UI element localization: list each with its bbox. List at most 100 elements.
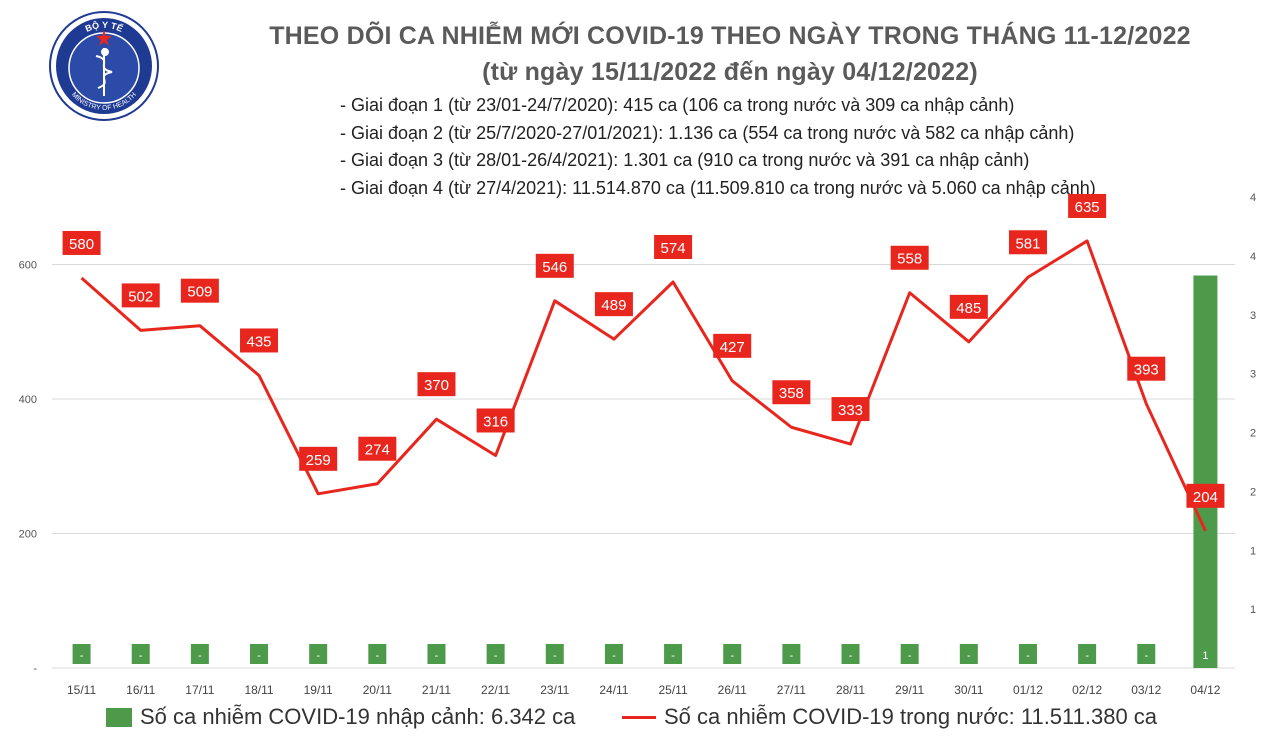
stage-summary-list: - Giai đoạn 1 (từ 23/01-24/7/2020): 415 … <box>340 92 1096 202</box>
bar-label: - <box>80 650 84 662</box>
bar-label: - <box>139 650 143 662</box>
stage-item: - Giai đoạn 1 (từ 23/01-24/7/2020): 415 … <box>340 95 1015 115</box>
line-label-box <box>772 380 811 405</box>
line-data-label: 435 <box>247 333 272 350</box>
bar-label: - <box>316 650 320 662</box>
legend-label-domestic: Số ca nhiễm COVID-19 trong nước: 11.511.… <box>664 704 1158 729</box>
x-tick-label: 03/12 <box>1131 683 1161 697</box>
x-tick-label: 02/12 <box>1072 683 1102 697</box>
line-data-label: 316 <box>483 413 508 430</box>
line-data-label: 580 <box>69 236 94 253</box>
bar-label: - <box>257 650 261 662</box>
svg-text:BỘ Y TẾ: BỘ Y TẾ <box>84 19 125 34</box>
line-label-box <box>299 446 338 471</box>
x-tick-label: 24/11 <box>599 683 628 697</box>
right-tick-label: 3 <box>1250 369 1256 381</box>
x-tick-label: 30/11 <box>954 683 983 697</box>
caduceus-icon <box>95 48 113 96</box>
line-label-box <box>358 436 397 461</box>
bar-label-box <box>131 644 150 664</box>
line-label-box <box>240 328 279 353</box>
line-data-label: 581 <box>1015 235 1040 252</box>
x-tick-label: 17/11 <box>185 683 214 697</box>
line-data-label: 259 <box>306 452 331 469</box>
line-data-label: 558 <box>897 251 922 268</box>
right-tick-label: 1 <box>1250 545 1256 557</box>
legend-item-domestic: Số ca nhiễm COVID-19 trong nước: 11.511.… <box>622 704 1157 730</box>
bar-label: - <box>375 650 379 662</box>
left-tick-label: 600 <box>19 260 37 272</box>
x-tick-label: 01/12 <box>1013 683 1043 697</box>
line-label-box <box>831 397 870 422</box>
right-tick-label: 4 <box>1250 251 1256 263</box>
bar-label-box <box>1137 644 1156 664</box>
chart-subtitle: (từ ngày 15/11/2022 đến ngày 04/12/2022) <box>482 58 978 86</box>
x-tick-label: 26/11 <box>718 683 747 697</box>
bar-label: - <box>198 650 202 662</box>
bar-label: - <box>553 650 557 662</box>
line-label-box <box>1068 193 1107 218</box>
right-tick-label: 4 <box>1250 192 1256 204</box>
chart-title: THEO DÕI CA NHIỄM MỚI COVID-19 THEO NGÀY… <box>269 22 1191 50</box>
line-label-box <box>713 333 752 358</box>
line-data-label: 635 <box>1075 199 1100 216</box>
star-icon <box>96 30 112 46</box>
legend-label-imported: Số ca nhiễm COVID-19 nhập cảnh: 6.342 ca <box>140 704 576 729</box>
line-label-box <box>180 278 219 303</box>
left-tick-label: 200 <box>19 529 37 541</box>
right-tick-label: 1 <box>1250 604 1256 616</box>
line-label-box <box>949 294 988 319</box>
line-data-label: 427 <box>720 339 745 356</box>
bar-label-box <box>309 644 328 664</box>
left-tick-label: 400 <box>19 394 37 406</box>
bar-label: - <box>790 650 794 662</box>
line-data-label: 274 <box>365 442 390 459</box>
right-tick-label: 2 <box>1250 428 1256 440</box>
line-label-box <box>476 408 515 433</box>
bar-label-box <box>664 644 683 664</box>
legend-item-imported: Số ca nhiễm COVID-19 nhập cảnh: 6.342 ca <box>106 704 575 730</box>
x-tick-label: 29/11 <box>895 683 924 697</box>
line-data-label: 333 <box>838 402 863 419</box>
line-label-box <box>62 230 101 255</box>
ministry-logo: BỘ Y TẾ MINISTRY OF HEALTH <box>49 11 159 121</box>
line-label-box <box>594 292 633 317</box>
line-label-box <box>1127 356 1166 381</box>
bar <box>1193 275 1218 668</box>
line-data-label: 393 <box>1134 362 1159 379</box>
x-tick-label: 22/11 <box>481 683 510 697</box>
bar-label-box <box>368 644 387 664</box>
bar-label-box <box>841 644 860 664</box>
bar-label: - <box>849 650 853 662</box>
bar-label-box <box>1018 644 1037 664</box>
bar-label-box <box>250 644 269 664</box>
bar-label: - <box>435 650 439 662</box>
line-label-box <box>1008 230 1047 255</box>
x-tick-label: 18/11 <box>244 683 273 697</box>
bar-label: - <box>967 650 971 662</box>
x-tick-label: 27/11 <box>777 683 806 697</box>
line-data-label: 370 <box>424 377 449 394</box>
bar-label: - <box>494 650 498 662</box>
bar-label-box <box>723 644 742 664</box>
line-label-box <box>654 234 693 259</box>
bar-label: - <box>612 650 616 662</box>
line-data-label: 204 <box>1193 489 1218 506</box>
bar-label: - <box>908 650 912 662</box>
x-tick-label: 19/11 <box>304 683 333 697</box>
bar-label: - <box>730 650 734 662</box>
line-data-label: 574 <box>661 240 686 257</box>
bar-label-box <box>427 644 446 664</box>
bar-label-box <box>959 644 978 664</box>
legend-swatch-bar <box>106 707 132 727</box>
bar-label-box <box>72 644 91 664</box>
x-tick-label: 25/11 <box>659 683 688 697</box>
bar-label-box <box>1078 644 1097 664</box>
bar-label: - <box>1144 650 1148 662</box>
bar-label-box <box>782 644 801 664</box>
logo-top-text: BỘ Y TẾ <box>84 19 125 34</box>
x-tick-label: 20/11 <box>363 683 392 697</box>
stage-item: - Giai đoạn 4 (từ 27/4/2021): 11.514.870… <box>340 177 1096 198</box>
domestic-line <box>80 239 1207 532</box>
